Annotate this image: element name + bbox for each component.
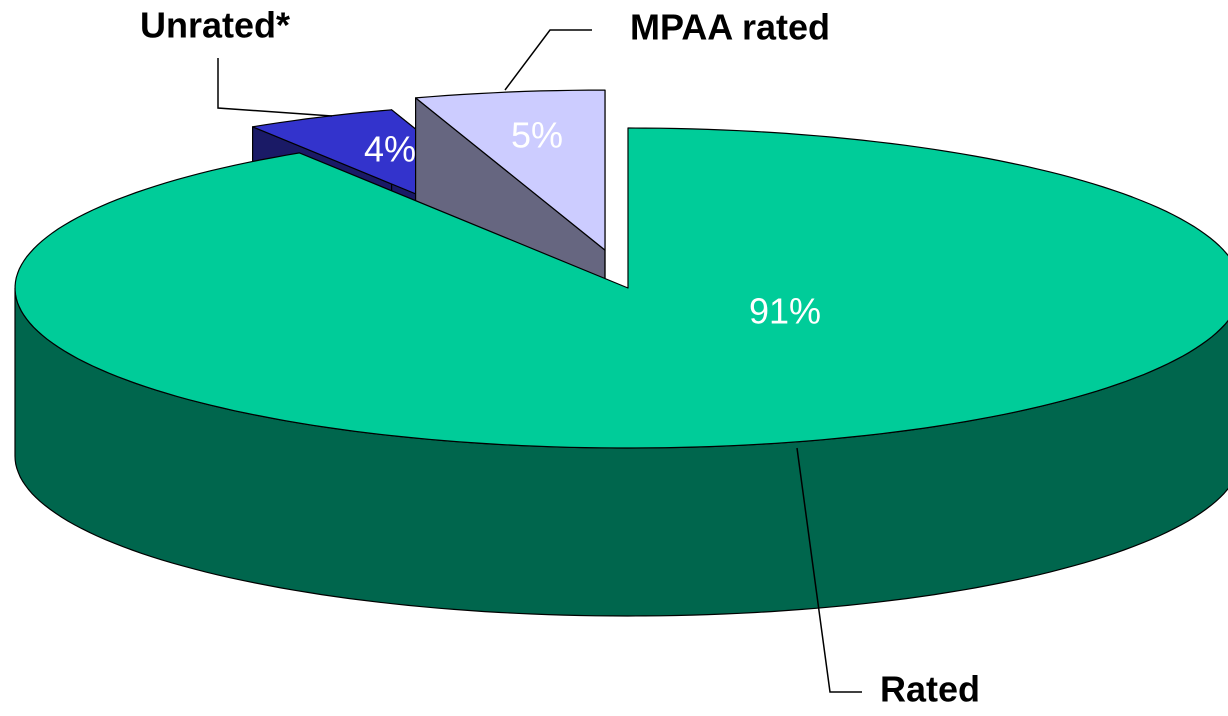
category-label: MPAA rated [630,7,830,48]
value-label: 4% [364,129,416,170]
leader-line [217,58,333,117]
slice [415,89,606,251]
leader-line [504,29,592,91]
category-label: Unrated* [140,5,290,46]
value-label: 91% [749,291,821,332]
slice [14,127,1228,449]
category-label: Rated [880,669,980,710]
leader-line [796,447,862,693]
value-label: 5% [511,115,563,156]
